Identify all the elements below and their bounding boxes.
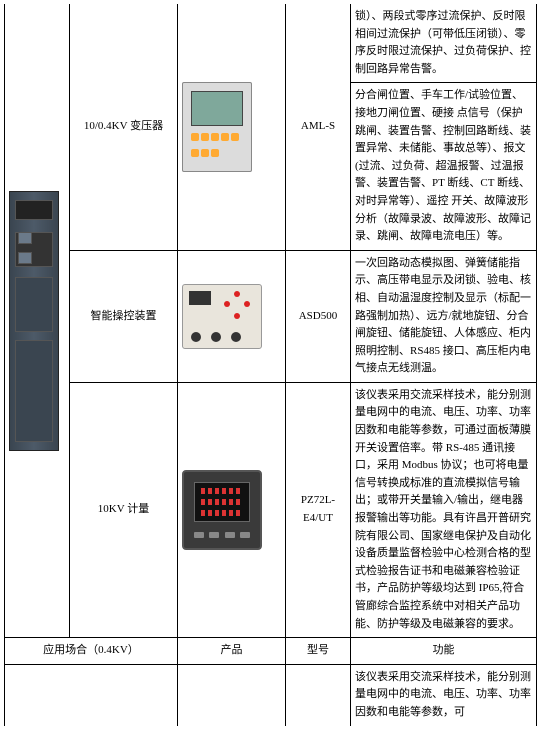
header-cell: 型号 (286, 638, 351, 665)
desc-text: 该仪表采用交流采样技术，能分别测量电网中的电流、电压、功率、功率因数和电能等参数… (355, 671, 531, 718)
spec-table: 10/0.4KV 变压器 AML-S 锁）、两段式零序过流保护、反时限相间过流保… (4, 4, 537, 726)
desc-cell: 该仪表采用交流采样技术，能分别测量电网中的电流、电压、功率、功率因数和电能等参数… (351, 664, 537, 725)
empty-cell (286, 664, 351, 725)
asd-image (182, 284, 262, 349)
table-row: 该仪表采用交流采样技术，能分别测量电网中的电流、电压、功率、功率因数和电能等参数… (5, 664, 537, 725)
model-cell: ASD500 (286, 250, 351, 382)
header-text: 应用场合（0.4KV） (43, 644, 139, 656)
header-cell: 产品 (178, 638, 286, 665)
pz-image (182, 470, 262, 550)
cabinet-image (9, 191, 59, 451)
table-row: 10KV 计量 PZ72L-E4/UT 该仪表采用交流采样技术，能分别测量电网中… (5, 382, 537, 637)
aml-image (182, 82, 252, 172)
empty-cell (5, 664, 178, 725)
image-cell-aml (178, 4, 286, 250)
desc-cell: 该仪表采用交流采样技术，能分别测量电网中的电流、电压、功率、功率因数和电能等参数… (351, 382, 537, 637)
label-cell: 智能操控装置 (70, 250, 178, 382)
desc-text: 该仪表采用交流采样技术，能分别测量电网中的电流、电压、功率、功率因数和电能等参数… (355, 389, 531, 630)
header-text: 产品 (221, 644, 243, 656)
desc-cell: 锁）、两段式零序过流保护、反时限相间过流保护（可带低压闭锁）、零序反时限过流保护… (351, 4, 537, 83)
table-row: 10/0.4KV 变压器 AML-S 锁）、两段式零序过流保护、反时限相间过流保… (5, 4, 537, 83)
header-cell: 应用场合（0.4KV） (5, 638, 178, 665)
table-row: 智能操控装置 ASD500 一次回路动态模拟图、弹簧储能指示、高压带电显示及闭锁… (5, 250, 537, 382)
label-cell: 10KV 计量 (70, 382, 178, 637)
header-text: 型号 (307, 644, 329, 656)
model-text: ASD500 (299, 310, 338, 322)
image-cell-asd (178, 250, 286, 382)
image-cell-pz (178, 382, 286, 637)
label-text: 10KV 计量 (98, 503, 149, 515)
model-cell: AML-S (286, 4, 351, 250)
empty-cell (178, 664, 286, 725)
desc-cell: 一次回路动态模拟图、弹簧储能指示、高压带电显示及闭锁、验电、核相、自动温湿度控制… (351, 250, 537, 382)
desc-text: 分合闸位置、手车工作/试验位置、接地刀闸位置、硬接 点信号（保护跳闸、装置告警、… (355, 89, 531, 242)
label-text: 10/0.4KV 变压器 (84, 120, 163, 132)
desc-cell: 分合闸位置、手车工作/试验位置、接地刀闸位置、硬接 点信号（保护跳闸、装置告警、… (351, 83, 537, 250)
header-row: 应用场合（0.4KV） 产品 型号 功能 (5, 638, 537, 665)
header-cell: 功能 (351, 638, 537, 665)
label-text: 智能操控装置 (91, 310, 157, 322)
model-text: PZ72L-E4/UT (301, 494, 335, 524)
model-text: AML-S (301, 120, 335, 132)
header-text: 功能 (433, 644, 455, 656)
label-cell: 10/0.4KV 变压器 (70, 4, 178, 250)
desc-text: 锁）、两段式零序过流保护、反时限相间过流保护（可带低压闭锁）、零序反时限过流保护… (355, 10, 531, 75)
desc-text: 一次回路动态模拟图、弹簧储能指示、高压带电显示及闭锁、验电、核相、自动温湿度控制… (355, 257, 531, 375)
model-cell: PZ72L-E4/UT (286, 382, 351, 637)
image-cell-cabinet (5, 4, 70, 638)
